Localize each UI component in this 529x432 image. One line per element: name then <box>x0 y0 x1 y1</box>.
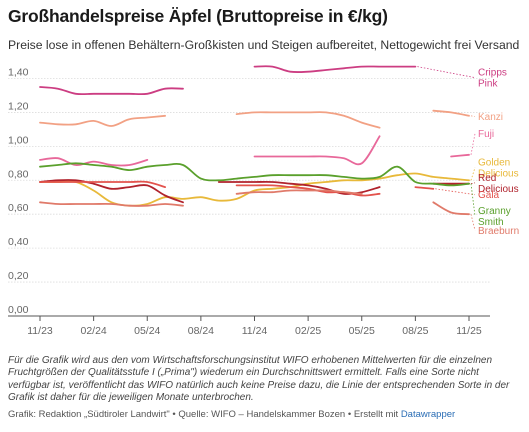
y-tick-label: 0,00 <box>8 304 29 316</box>
source-text: Grafik: Redaktion „Südtiroler Landwirt" … <box>8 409 401 420</box>
series-line <box>432 109 470 117</box>
series-line <box>39 172 470 207</box>
label-connector <box>435 188 476 196</box>
x-tick-label: 11/24 <box>242 325 268 337</box>
chart-source: Grafik: Redaktion „Südtiroler Landwirt" … <box>8 409 521 420</box>
series-line <box>450 153 470 158</box>
series-lines <box>39 65 470 216</box>
series-label: Granny Smith <box>478 206 511 228</box>
series-line <box>253 65 417 74</box>
series-line <box>432 201 470 216</box>
series-line <box>235 184 381 197</box>
gridlines: 0,00 0,20 0,40 0,60 0,80 1,00 1,20 1,40 <box>8 66 490 317</box>
series-line <box>39 201 184 207</box>
x-tick-label: 02/25 <box>295 325 321 337</box>
series-line <box>235 111 381 129</box>
label-connector <box>470 182 476 185</box>
x-tick-label: 02/24 <box>80 325 106 337</box>
x-tick-label: 08/25 <box>402 325 428 337</box>
label-connector <box>470 183 476 216</box>
y-tick-label: 1,00 <box>8 134 29 146</box>
series-label: Cripps Pink <box>478 68 507 90</box>
y-tick-label: 0,40 <box>8 236 29 248</box>
x-tick-label: 05/25 <box>349 325 375 337</box>
x-tick-label: 08/24 <box>188 325 214 337</box>
series-line <box>235 189 363 195</box>
series-line <box>39 180 166 188</box>
y-tick-label: 0,60 <box>8 202 29 214</box>
series-label: Gala <box>478 190 500 201</box>
chart-notes: Für die Grafik wird aus den vom Wirtscha… <box>8 355 510 404</box>
chart-title: Großhandelspreise Äpfel (Bruttopreise in… <box>8 6 388 26</box>
series-line <box>414 186 435 190</box>
x-tick-label: 11/25 <box>456 325 482 337</box>
chart-subtitle: Preise lose in offenen Behältern-Großkis… <box>8 38 520 52</box>
label-connector <box>470 214 476 231</box>
series-line <box>39 86 184 96</box>
series-line <box>253 135 381 166</box>
label-connector <box>470 167 476 181</box>
series-line <box>39 162 470 187</box>
label-connector <box>417 66 476 79</box>
series-label: Golden Delicious <box>478 158 519 180</box>
x-tick-label: 05/24 <box>134 325 160 337</box>
series-line <box>39 114 166 127</box>
y-tick-label: 1,20 <box>8 100 29 112</box>
series-label: Fuji <box>478 129 494 140</box>
series-label: Kanzi <box>478 112 503 123</box>
y-tick-label: 0,20 <box>8 270 29 282</box>
x-tick-label: 11/23 <box>27 325 53 337</box>
y-tick-label: 0,80 <box>8 168 29 180</box>
label-connector <box>470 115 476 118</box>
series-label: Red Delicious <box>478 173 519 195</box>
series-label: Braeburn <box>478 226 519 237</box>
y-tick-label: 1,40 <box>8 66 29 78</box>
x-axis: 11/23 02/24 05/24 08/24 11/24 02/25 05/25 08/25… <box>27 316 482 337</box>
series-line <box>39 157 149 167</box>
label-connector <box>470 133 476 155</box>
datawrapper-link[interactable]: Datawrapper <box>400 409 456 420</box>
series-line <box>39 179 184 204</box>
